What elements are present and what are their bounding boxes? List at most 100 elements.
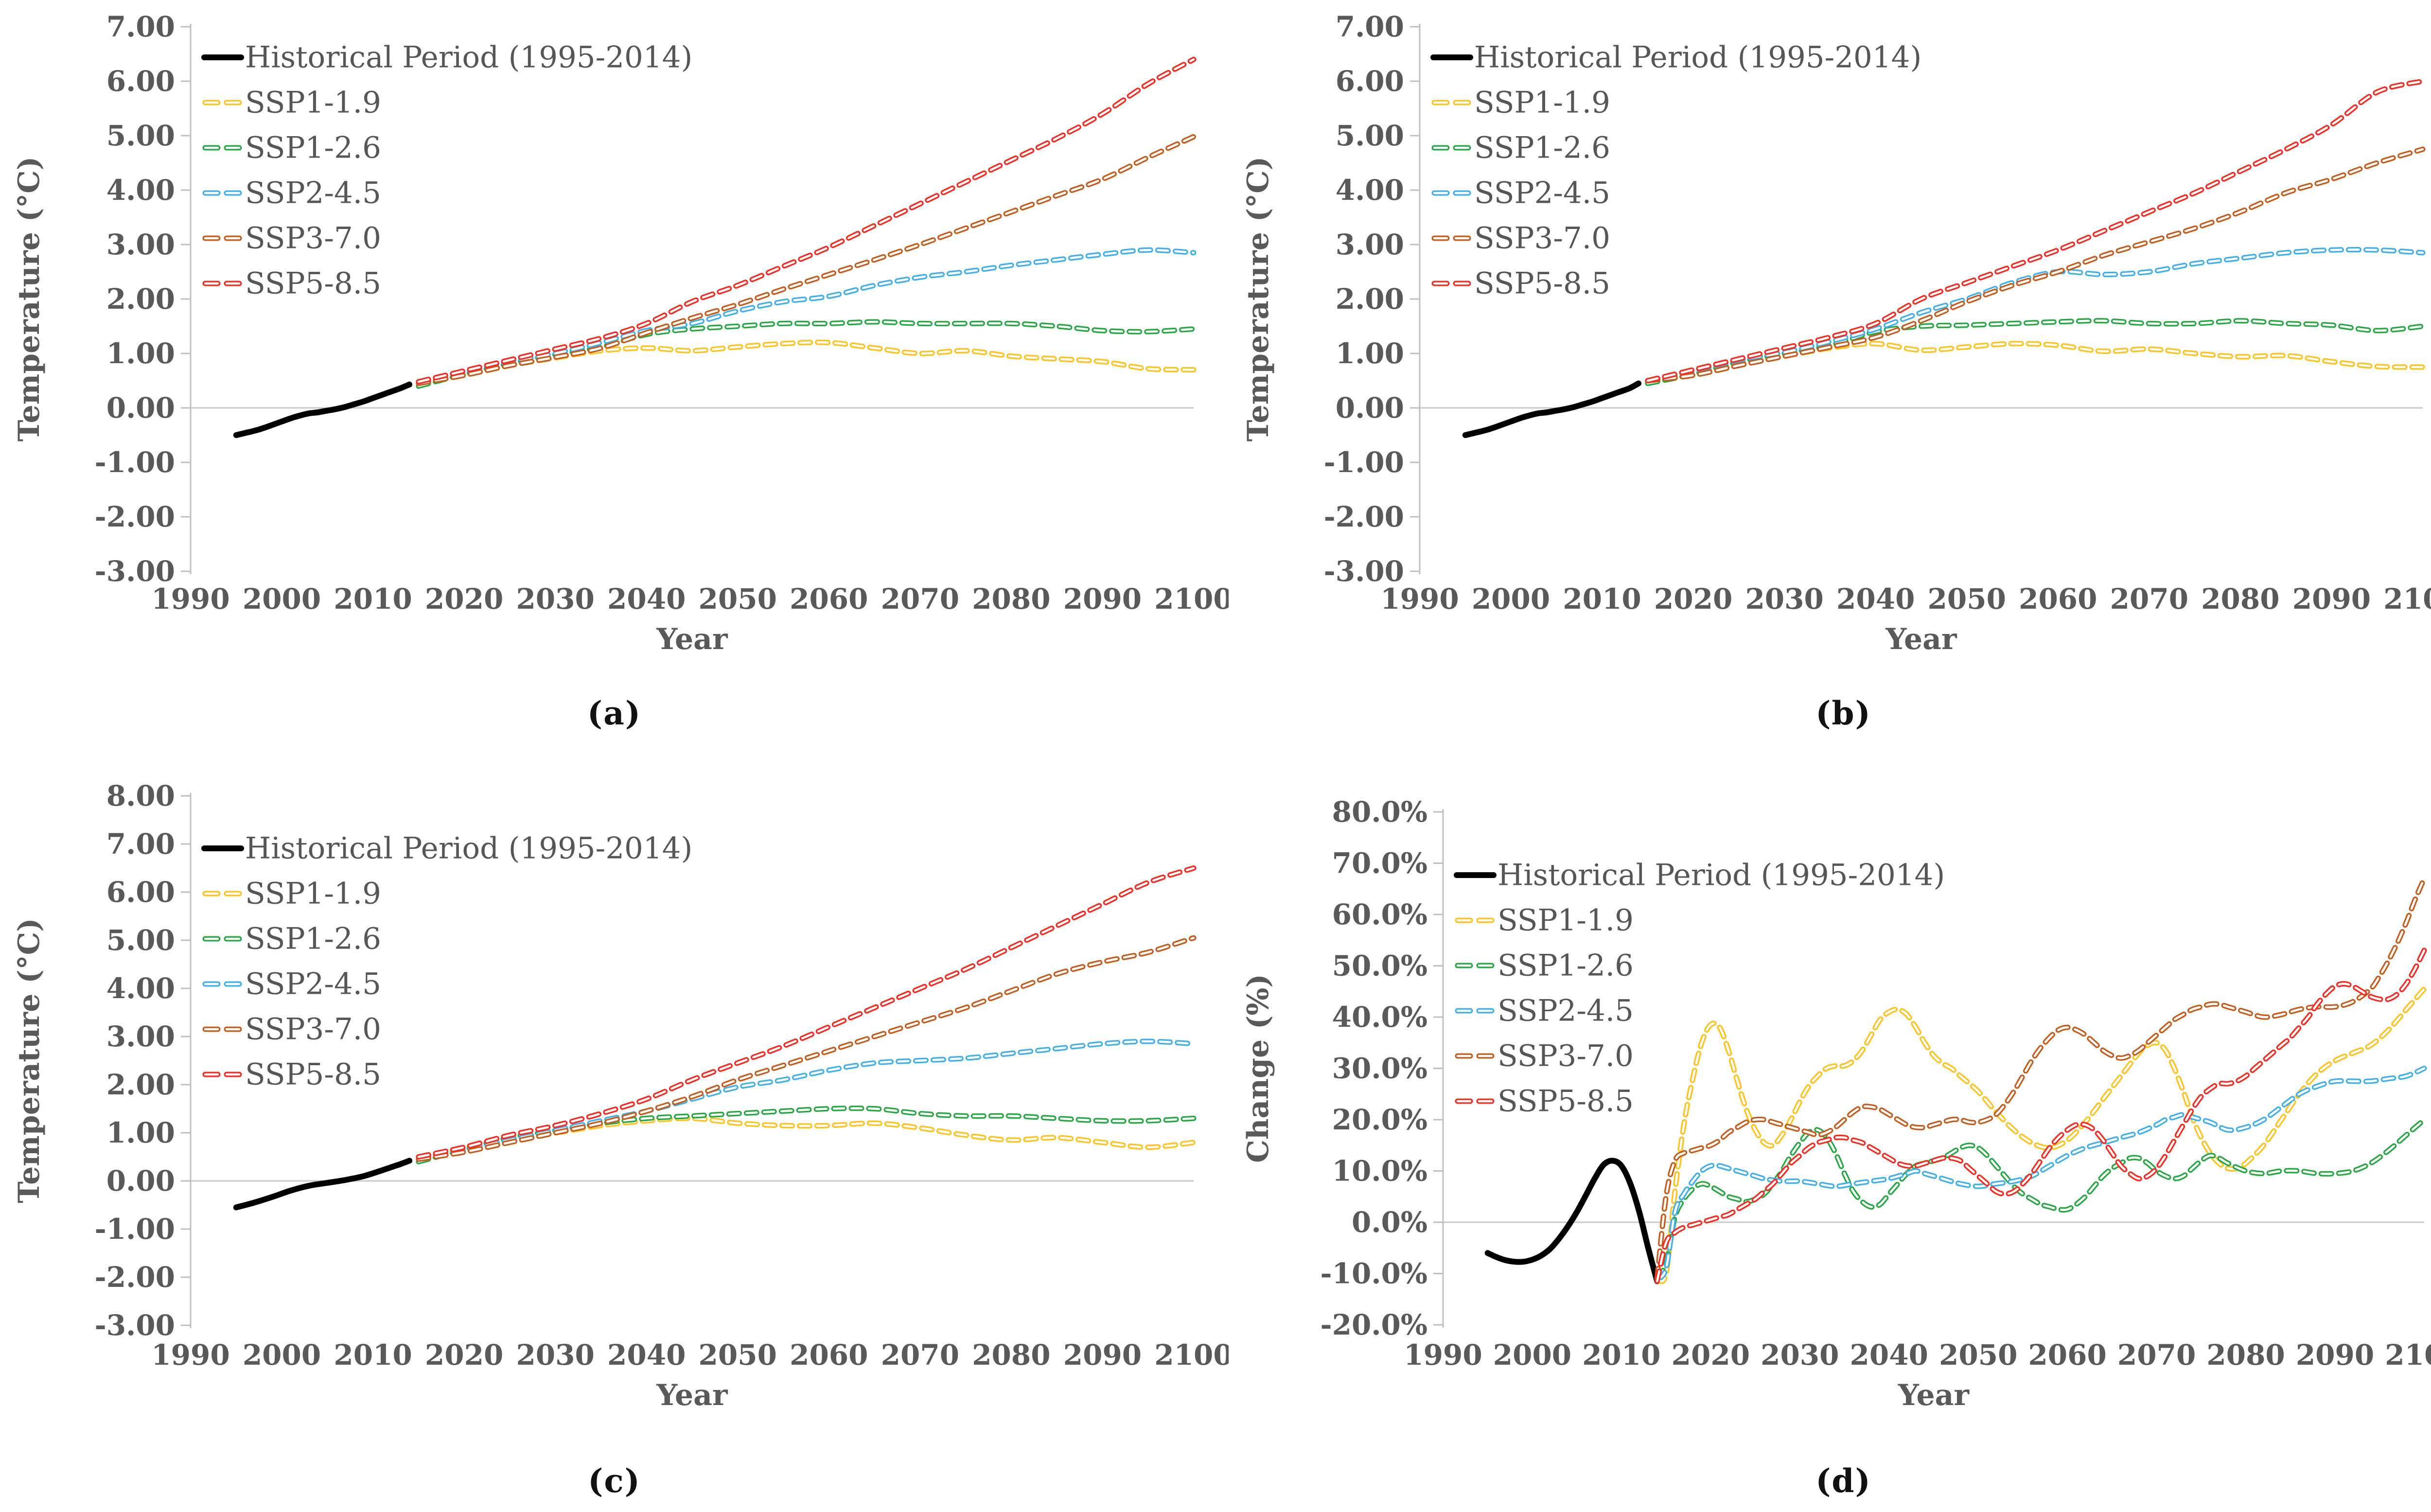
legend-label: Historical Period (1995-2014) [1474, 40, 1921, 75]
x-tick-label: 2060 [2019, 582, 2097, 615]
series-core-ssp3-7.0 [1646, 148, 2424, 382]
x-tick-label: 2020 [425, 1338, 503, 1371]
y-tick-label: 2.00 [106, 1068, 175, 1101]
caption-c: (c) [588, 1462, 641, 1500]
panel-c: 8.00 7.00 6.00 5.00 4.00 3.00 2.00 1.00 0.00 -1.0… [0, 751, 1229, 1512]
x-axis-title: Year [656, 622, 728, 656]
legend-item-ssp1-2.6: SSP1-2.6 [202, 922, 381, 956]
y-axis-title: Temperature (°C) [1241, 157, 1275, 442]
y-tick-label: 4.00 [1336, 174, 1404, 207]
series-ssp1-2.6 [416, 319, 1197, 389]
legend-label: SSP5-8.5 [1474, 266, 1610, 301]
y-tick-label: -2.00 [1324, 500, 1404, 533]
y-tick-label: 1.00 [106, 337, 175, 370]
panel-a: 7.00 6.00 5.00 4.00 3.00 2.00 1.00 0.00 -1.00 -2.… [0, 0, 1229, 744]
x-axis-title: Year [656, 1378, 728, 1412]
y-tick-label: -2.00 [95, 1261, 175, 1294]
legend-item-ssp5-8.5: SSP5-8.5 [1455, 1084, 1634, 1119]
y-axis-title: Temperature (°C) [12, 918, 46, 1203]
chart-svg-c: 8.00 7.00 6.00 5.00 4.00 3.00 2.00 1.00 0.00 -1.0… [12, 779, 1229, 1412]
legend-label: SSP1-1.9 [245, 877, 381, 911]
x-tick-label: 2020 [1672, 1338, 1750, 1371]
x-tick-label: 2030 [1745, 582, 1823, 615]
chart-a: 7.00 6.00 5.00 4.00 3.00 2.00 1.00 0.00 -1.00 -2.… [0, 0, 1229, 744]
x-tick-label: 1990 [151, 1338, 229, 1371]
series-ssp1-2.6 [1645, 318, 2426, 387]
legend-item-ssp3-7.0: SSP3-7.0 [202, 221, 381, 256]
y-tick-label: 0.0% [1352, 1206, 1427, 1239]
series-ssp5-8.5 [1645, 78, 2426, 384]
legend-item-historical-period-1995-2014-: Historical Period (1995-2014) [201, 40, 692, 75]
chart-c: 8.00 7.00 6.00 5.00 4.00 3.00 2.00 1.00 0.00 -1.0… [0, 751, 1229, 1512]
y-tick-label: 1.00 [1336, 337, 1404, 370]
y-tick-label: -1.00 [1324, 446, 1404, 479]
legend-item-ssp1-2.6: SSP1-2.6 [1431, 131, 1610, 165]
legend-label: SSP2-4.5 [1497, 994, 1634, 1028]
panel-d: 80.0% 70.0% 60.0% 50.0% 40.0% 30.0% 20.0% 10.0%… [1229, 751, 2431, 1512]
x-tick-label: 2050 [1939, 1338, 2017, 1371]
y-tick-label: 3.00 [106, 1020, 175, 1053]
x-tick-label: 2040 [607, 582, 686, 615]
legend-item-ssp2-4.5: SSP2-4.5 [1455, 994, 1634, 1028]
legend-label: SSP3-7.0 [245, 1012, 381, 1047]
legend-item-ssp1-2.6: SSP1-2.6 [1455, 949, 1634, 983]
legend-label: SSP1-1.9 [245, 86, 381, 120]
series-core-ssp3-7.0 [417, 936, 1195, 1160]
legend-label: SSP1-2.6 [245, 131, 381, 165]
legend-label: SSP3-7.0 [245, 221, 381, 256]
series-historical-period-1995-2014- [233, 381, 413, 438]
series-ssp3-7.0 [416, 134, 1197, 387]
x-axis-title: Year [1885, 622, 1957, 656]
series-ssp5-8.5 [416, 56, 1197, 385]
y-tick-label: 5.00 [1336, 119, 1404, 152]
series-historical-period-1995-2014- [1484, 1158, 1660, 1284]
y-tick-label: 6.00 [106, 876, 175, 909]
y-tick-label: -10.0% [1321, 1257, 1427, 1290]
y-tick-label: 2.00 [1336, 282, 1404, 316]
y-tick-label: -2.00 [95, 500, 175, 533]
x-tick-label: 2010 [1582, 1338, 1660, 1371]
x-axis-title: Year [1898, 1378, 1970, 1412]
legend-item-historical-period-1995-2014-: Historical Period (1995-2014) [1430, 40, 1921, 75]
series-core-ssp1-1.9 [417, 1117, 1195, 1160]
x-tick-label: 2090 [1063, 1338, 1142, 1371]
legend-item-historical-period-1995-2014-: Historical Period (1995-2014) [201, 831, 692, 866]
series-ssp1-2.6 [416, 1106, 1197, 1164]
x-tick-label: 1990 [151, 582, 229, 615]
y-axis-title: Temperature (°C) [12, 157, 46, 442]
x-tick-label: 2030 [516, 1338, 594, 1371]
y-tick-label: -3.00 [95, 1309, 175, 1342]
x-tick-label: 2000 [1472, 582, 1550, 615]
legend-label: SSP5-8.5 [245, 1057, 381, 1092]
x-tick-label: 2070 [2117, 1338, 2196, 1371]
legend-item-ssp1-1.9: SSP1-1.9 [1431, 86, 1610, 120]
caption-b: (b) [1815, 694, 1871, 732]
series-core-ssp5-8.5 [1646, 80, 2424, 382]
legend-item-ssp1-1.9: SSP1-1.9 [202, 86, 381, 120]
legend-label: SSP2-4.5 [1474, 176, 1610, 211]
legend-item-ssp3-7.0: SSP3-7.0 [1455, 1039, 1634, 1073]
y-tick-label: -20.0% [1321, 1308, 1427, 1341]
legend-label: Historical Period (1995-2014) [1497, 858, 1945, 893]
legend-item-ssp1-1.9: SSP1-1.9 [1455, 903, 1634, 938]
legend-label: SSP2-4.5 [245, 967, 381, 1002]
x-tick-label: 2100 [2383, 582, 2431, 615]
y-tick-label: 0.00 [106, 1164, 175, 1197]
x-tick-label: 2070 [2110, 582, 2188, 615]
x-tick-label: 2010 [334, 1338, 412, 1371]
legend-label: Historical Period (1995-2014) [245, 831, 692, 866]
y-tick-label: -3.00 [1324, 555, 1404, 588]
y-tick-label: 50.0% [1332, 949, 1427, 983]
chart-svg-a: 7.00 6.00 5.00 4.00 3.00 2.00 1.00 0.00 -1.00 -2.… [12, 10, 1229, 656]
y-tick-label: 4.00 [106, 972, 175, 1005]
y-tick-label: 70.0% [1332, 847, 1427, 880]
series-core-ssp3-7.0 [1656, 877, 2426, 1280]
x-tick-label: 2070 [881, 1338, 959, 1371]
series-core-ssp3-7.0 [417, 135, 1195, 385]
legend-label: SSP1-1.9 [1497, 903, 1634, 938]
x-tick-label: 2060 [2028, 1338, 2106, 1371]
series-ssp5-8.5 [1654, 948, 2427, 1284]
series-historical-period-1995-2014- [1462, 380, 1642, 438]
y-tick-label: 20.0% [1332, 1103, 1427, 1136]
x-tick-label: 2040 [1836, 582, 1915, 615]
